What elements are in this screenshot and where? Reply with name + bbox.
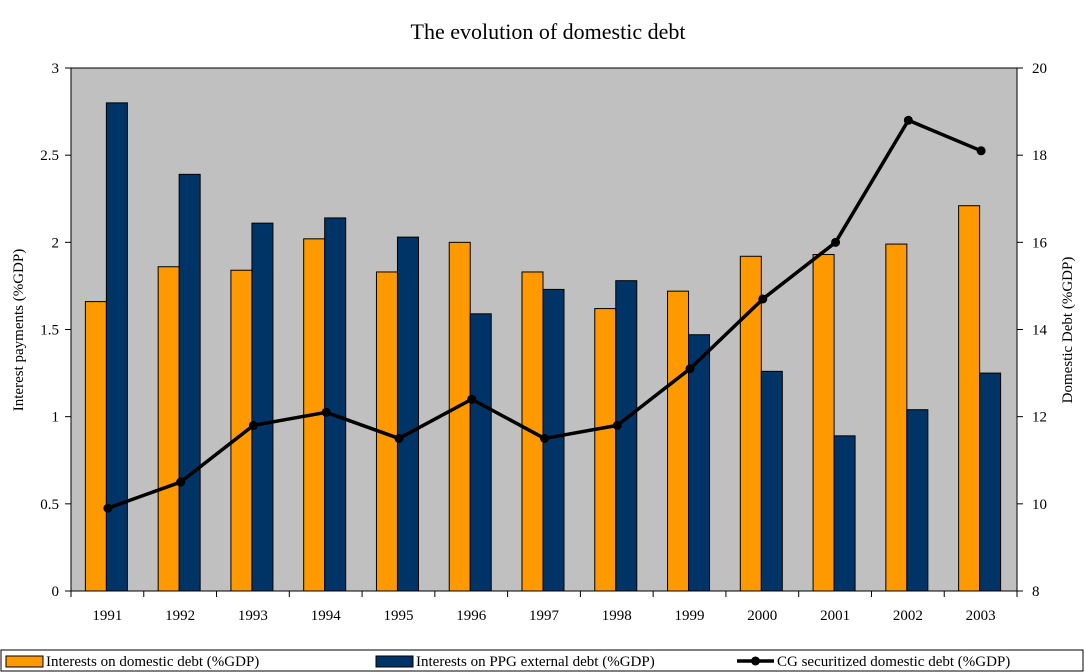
line-point-1997 bbox=[540, 433, 549, 443]
y2-tick-label: 12 bbox=[1032, 410, 1047, 426]
legend-label-3: CG securitized domestic debt (%GDP) bbox=[777, 654, 1010, 670]
bar-external-1994 bbox=[324, 217, 347, 592]
y-tick-label: 1 bbox=[52, 410, 60, 426]
bar-domestic-2002 bbox=[885, 243, 908, 592]
y2-tick-label: 18 bbox=[1032, 148, 1047, 164]
line-point-1998 bbox=[612, 420, 622, 430]
x-tick-label: 1999 bbox=[675, 608, 705, 624]
line-point-2002 bbox=[903, 115, 913, 125]
x-tick-label: 1994 bbox=[311, 608, 342, 624]
x-tick-label: 2000 bbox=[747, 608, 777, 624]
line-point-1996 bbox=[467, 394, 477, 404]
bar-domestic-1996 bbox=[448, 241, 471, 592]
x-tick-label: 1992 bbox=[165, 608, 195, 624]
bar-external-2001 bbox=[833, 435, 856, 592]
y-tick-label: 3 bbox=[52, 61, 60, 77]
bar-external-1993 bbox=[251, 222, 274, 592]
y2-tick-label: 14 bbox=[1032, 323, 1048, 339]
line-point-2000 bbox=[758, 294, 768, 304]
bar-external-1991 bbox=[105, 102, 128, 592]
y2-tick-label: 20 bbox=[1032, 61, 1047, 77]
x-tick-label: 1995 bbox=[383, 608, 413, 624]
line-point-1991 bbox=[103, 503, 113, 513]
bar-domestic-2001 bbox=[812, 254, 835, 592]
y-tick-label: 0 bbox=[52, 584, 60, 600]
line-point-1999 bbox=[685, 364, 695, 374]
y2-axis-label: Domestic Debt (%GDP) bbox=[1060, 257, 1076, 404]
x-tick-label: 1998 bbox=[602, 608, 632, 624]
x-tick-label: 1991 bbox=[92, 608, 122, 624]
y-tick-label: 2 bbox=[52, 235, 60, 251]
y2-tick-label: 8 bbox=[1032, 584, 1040, 600]
bar-external-1995 bbox=[396, 236, 419, 592]
legend-box bbox=[0, 649, 1084, 672]
line-layer bbox=[103, 115, 986, 513]
bar-domestic-2003 bbox=[958, 205, 981, 592]
bar-external-1992 bbox=[178, 173, 201, 592]
bar-external-2000 bbox=[760, 370, 783, 592]
legend-swatch-2 bbox=[375, 655, 414, 668]
line-point-1994 bbox=[321, 407, 331, 417]
bar-external-2002 bbox=[906, 409, 929, 592]
line-point-1993 bbox=[248, 420, 258, 430]
bar-domestic-1999 bbox=[667, 290, 690, 592]
bar-external-1996 bbox=[469, 313, 492, 592]
line-point-1992 bbox=[176, 477, 186, 487]
axes-layer: 0 0.5 1 1.5 2 2.5 3 8 10 12 14 16 18 20 1991 1992 1993 19… bbox=[40, 61, 1047, 624]
line-point-1995 bbox=[394, 433, 404, 443]
legend: Interests on domestic debt (%GDP) Interes… bbox=[5, 654, 1010, 670]
y-tick-label: 2.5 bbox=[40, 148, 59, 164]
chart-title: The evolution of domestic debt bbox=[411, 19, 686, 44]
bar-domestic-1992 bbox=[157, 266, 180, 592]
x-tick-label: 2001 bbox=[820, 608, 850, 624]
bar-external-1999 bbox=[688, 334, 711, 592]
x-tick-label: 1993 bbox=[238, 608, 268, 624]
x-tick-label: 1997 bbox=[529, 608, 560, 624]
y2-tick-label: 16 bbox=[1032, 235, 1048, 251]
legend-swatch-marker bbox=[751, 656, 760, 666]
bar-external-1998 bbox=[615, 280, 638, 592]
line-point-2003 bbox=[976, 146, 986, 156]
x-tick-label: 1996 bbox=[456, 608, 487, 624]
y2-tick-label: 10 bbox=[1032, 497, 1047, 513]
x-tick-label: 2003 bbox=[966, 608, 996, 624]
bars-layer bbox=[84, 102, 1002, 592]
bar-external-2003 bbox=[979, 372, 1002, 592]
line-point-2001 bbox=[831, 237, 841, 247]
bar-domestic-1991 bbox=[84, 301, 107, 592]
legend-label-2: Interests on PPG external debt (%GDP) bbox=[416, 654, 655, 670]
y-axis-label: Interest payments (%GDP) bbox=[11, 249, 27, 411]
y-tick-label: 1.5 bbox=[40, 323, 59, 339]
y-tick-label: 0.5 bbox=[40, 497, 59, 513]
legend-swatch-1 bbox=[5, 655, 44, 668]
x-tick-label: 2002 bbox=[893, 608, 923, 624]
bar-domestic-1998 bbox=[594, 308, 617, 592]
legend-label-1: Interests on domestic debt (%GDP) bbox=[46, 654, 259, 670]
bar-domestic-2000 bbox=[739, 255, 762, 592]
